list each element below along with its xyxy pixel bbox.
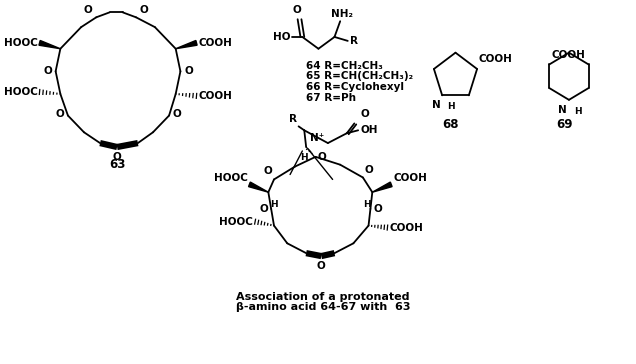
Text: N: N: [558, 105, 567, 115]
Text: OH: OH: [360, 125, 378, 135]
Text: R: R: [289, 114, 296, 124]
Text: O: O: [259, 204, 268, 214]
Text: O: O: [361, 110, 370, 119]
Text: HOOC: HOOC: [214, 173, 247, 183]
Text: N⁺: N⁺: [310, 133, 324, 143]
Text: H: H: [270, 200, 278, 209]
Polygon shape: [372, 182, 392, 192]
Text: 69: 69: [556, 118, 572, 131]
Text: 68: 68: [443, 118, 459, 131]
Text: HO: HO: [273, 32, 290, 42]
Text: COOH: COOH: [198, 38, 232, 48]
Text: H: H: [300, 153, 308, 162]
Text: COOH: COOH: [198, 91, 232, 101]
Text: COOH: COOH: [479, 54, 513, 64]
Text: HOOC: HOOC: [4, 87, 38, 97]
Text: O: O: [140, 5, 149, 15]
Text: HOOC: HOOC: [4, 38, 38, 48]
Text: 63: 63: [109, 158, 125, 171]
Text: O: O: [373, 204, 382, 214]
Text: O: O: [184, 66, 193, 76]
Text: R: R: [350, 36, 357, 46]
Text: O: O: [293, 5, 301, 15]
Polygon shape: [39, 40, 60, 49]
Text: 64 R=CH₂CH₃: 64 R=CH₂CH₃: [306, 60, 383, 71]
Text: H: H: [574, 107, 581, 116]
Polygon shape: [176, 40, 197, 49]
Text: O: O: [55, 108, 64, 119]
Text: N: N: [432, 100, 440, 110]
Text: HOOC: HOOC: [219, 217, 253, 227]
Text: COOH: COOH: [551, 50, 585, 60]
Text: H: H: [447, 102, 455, 111]
Text: O: O: [317, 152, 326, 162]
Text: O: O: [43, 66, 52, 76]
Text: NH₂: NH₂: [331, 9, 353, 19]
Text: Association of a protonated: Association of a protonated: [237, 292, 410, 302]
Text: O: O: [365, 165, 373, 174]
Text: O: O: [173, 108, 182, 119]
Text: O: O: [263, 166, 272, 177]
Text: β-amino acid 64-67 with  63: β-amino acid 64-67 with 63: [236, 302, 410, 312]
Text: 67 R=Ph: 67 R=Ph: [306, 93, 356, 103]
Text: O: O: [113, 152, 121, 162]
Text: O: O: [84, 5, 92, 15]
Text: H: H: [363, 200, 370, 209]
Polygon shape: [249, 182, 268, 192]
Text: COOH: COOH: [389, 222, 423, 233]
Text: COOH: COOH: [393, 173, 427, 183]
Text: 66 R=Cyclohexyl: 66 R=Cyclohexyl: [306, 82, 404, 92]
Text: 65 R=CH(CH₂CH₃)₂: 65 R=CH(CH₂CH₃)₂: [306, 71, 413, 81]
Text: O: O: [317, 261, 326, 271]
